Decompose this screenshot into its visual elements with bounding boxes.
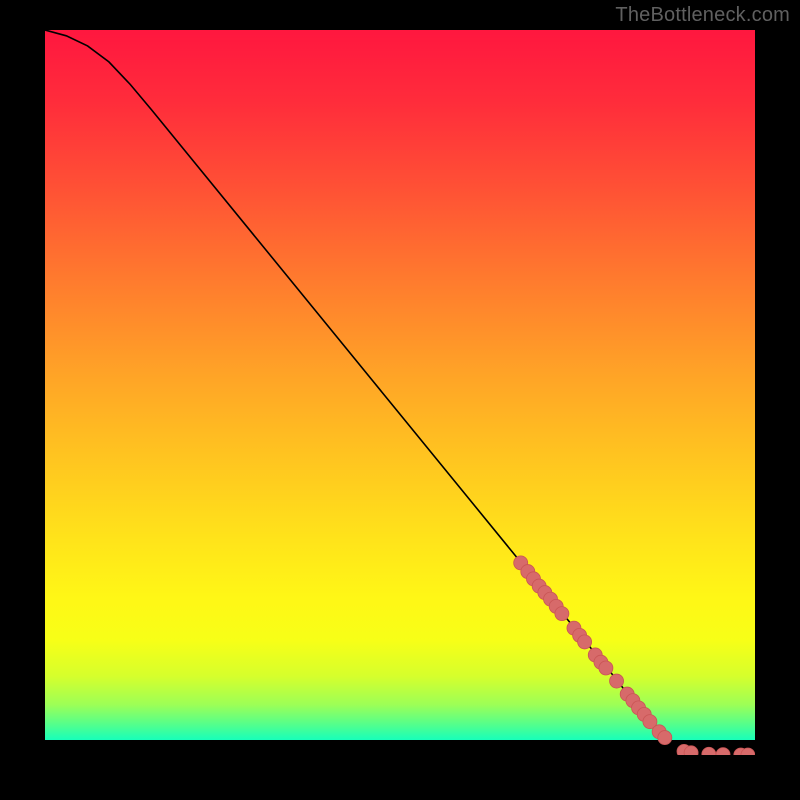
chart-marker [658, 731, 672, 745]
chart-marker [716, 748, 730, 755]
chart-overlay [45, 30, 755, 755]
chart-marker [610, 674, 624, 688]
chart-marker [578, 635, 592, 649]
chart-marker [599, 661, 613, 675]
chart-plot-area [45, 30, 755, 755]
chart-markers [514, 556, 755, 755]
chart-curve [45, 30, 755, 755]
attribution-text: TheBottleneck.com [615, 4, 790, 27]
chart-marker [555, 607, 569, 621]
chart-marker [702, 747, 716, 755]
